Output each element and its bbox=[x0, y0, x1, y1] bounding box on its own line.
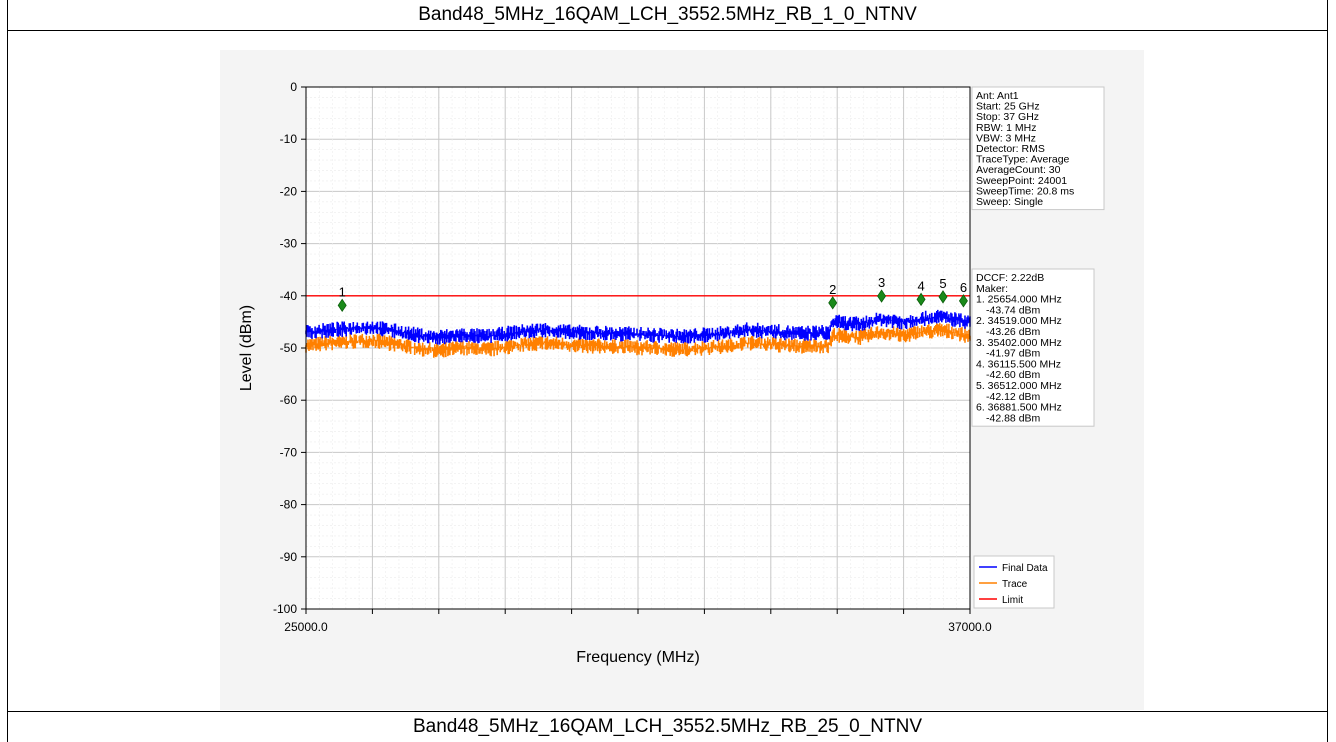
y-tick-label: -30 bbox=[280, 237, 298, 251]
marker-readout-line: -42.12 dBm bbox=[986, 391, 1041, 403]
settings-frame bbox=[971, 86, 1105, 211]
marker-readout-frame bbox=[971, 268, 1095, 427]
marker-readout-line: 4. 36115.500 MHz bbox=[976, 358, 1061, 370]
x-axis-label: Frequency (MHz) bbox=[576, 649, 700, 666]
report-frame: Band48_5MHz_16QAM_LCH_3552.5MHz_RB_1_0_N… bbox=[7, 0, 1328, 742]
marker-point bbox=[938, 290, 948, 304]
settings-line: Ant: Ant1 bbox=[976, 90, 1019, 102]
marker-readout-line: 2. 34519.000 MHz bbox=[976, 315, 1062, 327]
marker-readout-line: 5. 36512.000 MHz bbox=[976, 380, 1062, 392]
marker-readout-line: -42.88 dBm bbox=[986, 412, 1041, 424]
y-axis-label: Level (dBm) bbox=[238, 305, 255, 391]
y-tick-label: -40 bbox=[280, 289, 298, 303]
settings-line: SweepTime: 20.8 ms bbox=[976, 185, 1074, 197]
marker-label: 5 bbox=[939, 276, 946, 291]
settings-line: Sweep: Single bbox=[976, 196, 1043, 208]
next-section-title: Band48_5MHz_16QAM_LCH_3552.5MHz_RB_25_0_… bbox=[7, 712, 1328, 742]
legend-label: Final Data bbox=[1002, 563, 1048, 574]
y-tick-label: -80 bbox=[280, 498, 298, 512]
page-title: Band48_5MHz_16QAM_LCH_3552.5MHz_RB_1_0_N… bbox=[7, 0, 1328, 31]
marker-point bbox=[916, 292, 926, 307]
marker-readout-line: -43.26 dBm bbox=[986, 326, 1041, 338]
marker-label: 2 bbox=[829, 282, 836, 297]
settings-line: TraceType: Average bbox=[976, 154, 1070, 166]
legend-label: Limit bbox=[1002, 595, 1023, 606]
settings-line: Stop: 37 GHz bbox=[976, 111, 1039, 123]
marker-readout-line: DCCF: 2.22dB bbox=[976, 272, 1044, 284]
x-tick-label-end: 37000.0 bbox=[948, 620, 992, 634]
marker-point bbox=[877, 289, 887, 303]
y-tick-label: -100 bbox=[273, 602, 297, 616]
marker-label: 3 bbox=[878, 275, 885, 290]
marker-readout-line: 6. 36881.500 MHz bbox=[976, 402, 1062, 414]
settings-line: Start: 25 GHz bbox=[976, 101, 1040, 113]
x-axis-ticks: 25000.0 37000.0 bbox=[284, 609, 992, 634]
settings-line: SweepPoint: 24001 bbox=[976, 175, 1067, 187]
y-tick-label: -20 bbox=[280, 184, 298, 198]
legend-label: Trace bbox=[1002, 579, 1028, 590]
y-tick-label: -50 bbox=[280, 341, 298, 355]
settings-line: VBW: 3 MHz bbox=[976, 132, 1036, 144]
y-axis-ticks: 0 -10 -20 -30 -40 -50 -60 -70 -80 -90 -100 bbox=[273, 80, 306, 616]
y-tick-label: -70 bbox=[280, 445, 298, 459]
marker-label: 1 bbox=[339, 284, 346, 299]
marker-point bbox=[958, 294, 968, 308]
marker-readout-line: 3. 35402.000 MHz bbox=[976, 337, 1062, 349]
y-tick-label: 0 bbox=[290, 80, 297, 94]
settings-line: AverageCount: 30 bbox=[976, 164, 1061, 176]
legend: Final Data Trace Limit bbox=[973, 555, 1055, 609]
settings-line: RBW: 1 MHz bbox=[976, 122, 1036, 134]
marker-readout-line: 1. 25654.000 MHz bbox=[976, 294, 1062, 306]
marker-readout-line: -42.60 dBm bbox=[986, 369, 1041, 381]
y-tick-label: -10 bbox=[280, 132, 298, 146]
marker-readout-line: -43.74 dBm bbox=[986, 304, 1041, 316]
x-tick-label-start: 25000.0 bbox=[284, 620, 328, 634]
marker-point bbox=[828, 296, 838, 310]
marker-label: 4 bbox=[917, 278, 924, 293]
marker-readout-line: -41.97 dBm bbox=[986, 348, 1041, 360]
marker-readout-line: Maker: bbox=[976, 283, 1008, 295]
marker-label: 6 bbox=[960, 280, 967, 295]
y-tick-label: -90 bbox=[280, 550, 298, 564]
y-tick-label: -60 bbox=[280, 393, 298, 407]
marker-point bbox=[337, 298, 347, 313]
settings-line: Detector: RMS bbox=[976, 143, 1045, 155]
